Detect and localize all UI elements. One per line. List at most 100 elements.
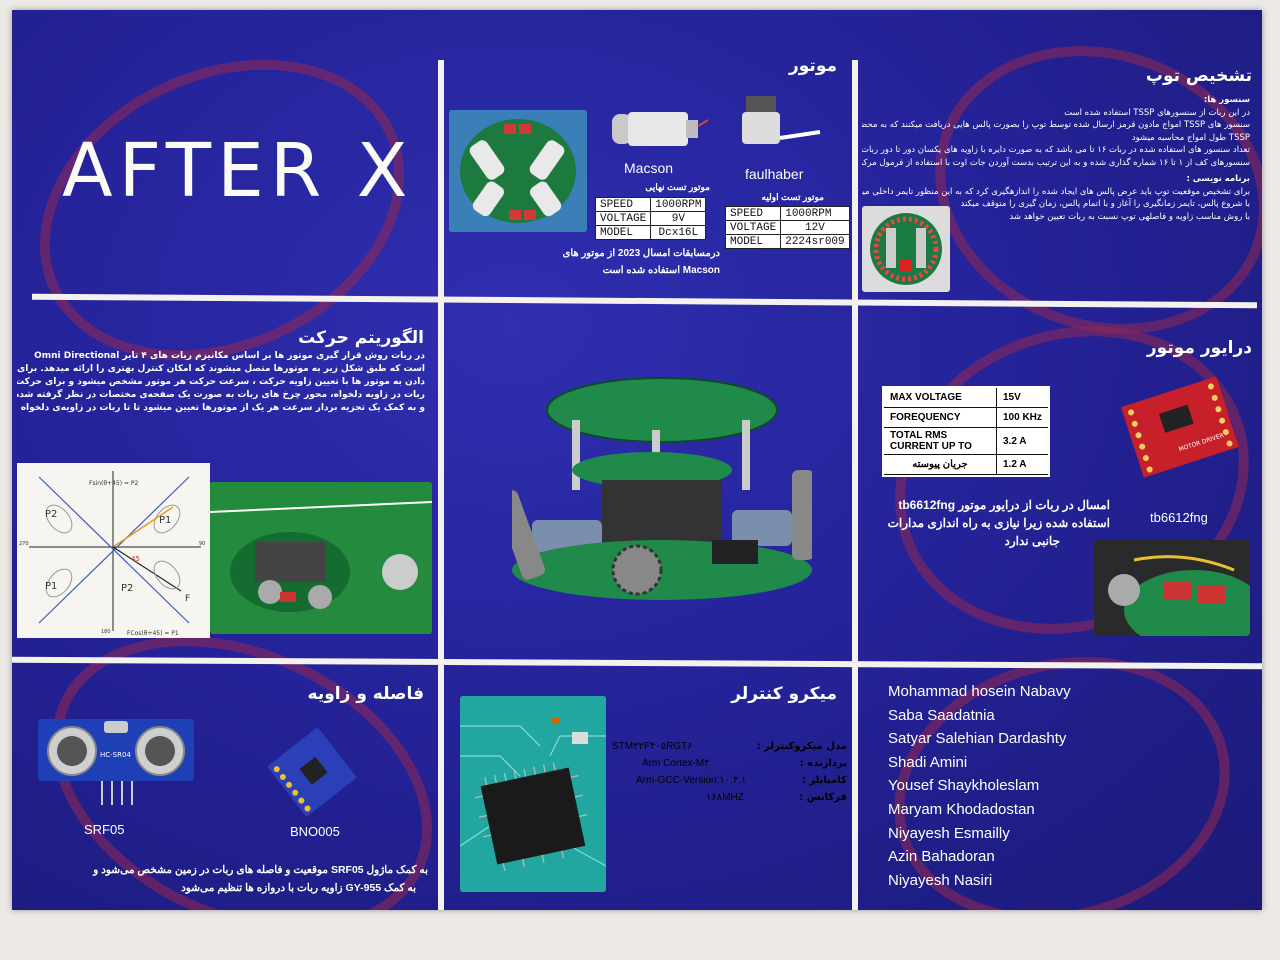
table-row: جریان پیوسته 1.2 A bbox=[884, 454, 1048, 475]
driver-spec-value: 3.2 A bbox=[996, 427, 1048, 455]
motor-board-photo bbox=[449, 110, 587, 232]
table-row: MODEL 2224sr009 bbox=[724, 234, 850, 249]
diagram-label-f: F bbox=[185, 594, 190, 604]
algorithm-body: در ربات روش قرار گیری موتور ها بر اساس م… bbox=[17, 350, 425, 415]
spec-key: SPEED bbox=[724, 206, 782, 221]
driver-desc-line3: جانبی ندارد bbox=[1004, 534, 1060, 548]
table-row: FOREQUENCY 100 KHz bbox=[884, 407, 1048, 428]
team-member: Azin Bahadoran bbox=[888, 848, 995, 866]
distance-desc-line2: به کمک GY-955 زاویه ربات با دروازه ها تن… bbox=[181, 882, 416, 894]
diagram-axis-right: 90 bbox=[199, 541, 205, 547]
table-row: VOLTAGE 9V bbox=[594, 211, 707, 226]
driver-spec-key: MAX VOLTAGE bbox=[884, 388, 997, 408]
srf05-sensor-icon: HC-SR04 bbox=[32, 715, 202, 815]
sensor-ring-photo bbox=[862, 206, 950, 292]
algorithm-line: و به کمک یک تجزیه بردار سرعت هر یک از مو… bbox=[17, 403, 425, 413]
ball-sub-sensors: سنسور ها: bbox=[1203, 95, 1250, 105]
driver-spec-table: MAX VOLTAGE 15V FOREQUENCY 100 KHz TOTAL R… bbox=[882, 386, 1050, 477]
faulhaber-label: faulhaber bbox=[745, 166, 804, 182]
bno005-sensor-icon bbox=[262, 722, 362, 822]
ball-detection-title: تشخیص توپ bbox=[1145, 66, 1252, 86]
team-member: Maryam Khodadostan bbox=[888, 800, 1035, 818]
spec-key: MODEL bbox=[724, 234, 782, 249]
bno005-label: BNO005 bbox=[290, 824, 340, 839]
diagram-label-p1-lower: P1 bbox=[45, 581, 57, 592]
driver-spec-value: 1.2 A bbox=[996, 454, 1048, 475]
spec-key: MODEL bbox=[594, 225, 652, 240]
algorithm-line: ربات در زاویه دلخواه، محور چرخ های ربات … bbox=[17, 390, 425, 400]
poster: AFTER X موتور Macson faulhaber موتور تست… bbox=[12, 10, 1262, 910]
motor-initial-label: موتور تست اولیه bbox=[761, 192, 824, 202]
driver-spec-value: 15V bbox=[996, 388, 1048, 408]
table-row: SPEED 1000RPM bbox=[594, 197, 707, 212]
srf05-print: HC-SR04 bbox=[100, 751, 131, 759]
micro-spec-key: فرکانس : bbox=[799, 792, 847, 803]
faulhaber-motor-icon bbox=[736, 88, 826, 158]
motor-final-label: موتور تست نهایی bbox=[645, 182, 710, 192]
diagram-angle: 45 bbox=[131, 555, 140, 563]
motor-note-line2: Macson استفاده شده است bbox=[602, 265, 720, 276]
micro-spec-row: STM۳۲F۴۰۵RGT۶ مدل میکروکنترلر : bbox=[612, 738, 847, 755]
driver-mounted-photo bbox=[1094, 540, 1250, 636]
ball-line: سنسورهای کف از ۱ تا ۱۶ شماره گذاری شده و… bbox=[862, 157, 1250, 168]
driver-desc-line1: امسال در ربات از درایور موتور tb6612fng bbox=[898, 498, 1110, 512]
team-member: Niyayesh Esmailly bbox=[888, 824, 1010, 842]
grid-vertical-left bbox=[438, 60, 444, 910]
driver-spec-key: جریان پیوسته bbox=[884, 454, 997, 475]
micro-spec-value: STM۳۲F۴۰۵RGT۶ bbox=[612, 741, 693, 752]
diagram-label-p1: P1 bbox=[159, 515, 171, 526]
team-member: Mohammad hosein Nabavy bbox=[888, 683, 1071, 700]
table-row: VOLTAGE 12V bbox=[724, 220, 850, 235]
spec-value: 9V bbox=[650, 211, 707, 226]
motor-title: موتور bbox=[788, 56, 837, 76]
robot-main-photo bbox=[495, 370, 814, 620]
table-row: SPEED 1000RPM bbox=[724, 206, 850, 221]
grid-horizontal-bottom bbox=[12, 656, 1262, 670]
diagram-label-p2-lower: P2 bbox=[121, 583, 133, 594]
diagram-axis-left: 270 bbox=[19, 541, 29, 547]
team-member: Niyayesh Nasiri bbox=[888, 871, 993, 889]
table-row: TOTAL RMS CURRENT UP TO 3.2 A bbox=[884, 427, 1048, 455]
algorithm-line: دادن به موتور ها با تعیین زاویه حرکت ، س… bbox=[17, 377, 425, 387]
micro-spec-key: پردازنده : bbox=[799, 758, 847, 769]
robot-on-field-photo bbox=[210, 482, 432, 634]
motor-final-table: SPEED 1000RPM VOLTAGE 9V MODEL Dcx16L bbox=[594, 197, 707, 240]
grid-vertical-right bbox=[852, 60, 858, 910]
table-row: MODEL Dcx16L bbox=[594, 225, 707, 240]
diagram-axis-bottom: 180 bbox=[101, 629, 111, 635]
microcontroller-photo bbox=[460, 696, 606, 892]
grid-horizontal-top bbox=[31, 293, 1258, 309]
algorithm-title: الگوریتم حرکت bbox=[298, 328, 424, 348]
spec-key: SPEED bbox=[594, 197, 652, 212]
spec-value: 1000RPM bbox=[780, 206, 850, 221]
diagram-formula-top: Fsin(θ+45) = P2 bbox=[89, 480, 139, 487]
micro-spec-row: Arm-GCC-Version:۱۰.۳.۱ کامپایلر : bbox=[612, 772, 847, 789]
ball-line: با روش مناسب زاویه و فاصلهی توپ نسبت به … bbox=[1009, 211, 1250, 222]
micro-spec-key: مدل میکروکنترلر : bbox=[756, 741, 847, 752]
driver-spec-value: 100 KHz bbox=[996, 407, 1048, 428]
team-list: Mohammad hosein Nabavy Saba Saadatnia Sa… bbox=[888, 680, 1071, 892]
micro-spec-row: Arm Cortex-M۴ پردازنده : bbox=[612, 755, 847, 772]
distance-desc-line1: به کمک ماژول SRF05 موقعیت و فاصله های رب… bbox=[93, 864, 428, 876]
micro-title: میکرو کنترلر bbox=[731, 684, 837, 704]
team-member: Yousef Shaykholeslam bbox=[888, 777, 1040, 795]
spec-key: VOLTAGE bbox=[594, 211, 652, 226]
vector-diagram: P2 P1 P1 P2 Fsin(θ+45) = P2 FCos(θ+45) =… bbox=[17, 463, 210, 638]
micro-spec-value: Arm Cortex-M۴ bbox=[642, 758, 710, 769]
driver-title: درایور موتور bbox=[1146, 338, 1252, 358]
spec-value: 2224sr009 bbox=[780, 234, 850, 249]
ball-sub-programming: برنامه نویسی : bbox=[1186, 174, 1250, 184]
team-member: Satyar Salehian Dardashty bbox=[888, 730, 1067, 748]
team-member: Saba Saadatnia bbox=[888, 706, 995, 724]
ball-line: سنسور های TSSP امواج مادون قرمز ارسال شد… bbox=[862, 120, 1250, 130]
macson-motor-icon bbox=[610, 106, 709, 146]
spec-value: 1000RPM bbox=[650, 197, 707, 212]
motor-board-drawing bbox=[449, 110, 587, 232]
driver-desc-line2: استفاده شده زیرا نیازی به راه اندازی مدا… bbox=[887, 516, 1110, 530]
driver-chip-label: tb6612fng bbox=[1150, 510, 1208, 525]
spec-value: Dcx16L bbox=[650, 225, 707, 240]
ball-line: برای تشخیص موقعیت توپ باید عرض پالس های … bbox=[862, 186, 1250, 197]
ball-line: TSSP طول امواج محاسبه میشود bbox=[1131, 132, 1250, 143]
driver-board-icon: MOTOR DRIVER bbox=[1110, 368, 1250, 486]
ball-detection-body: سنسور ها: در این ربات از سنسورهای TSSP ا… bbox=[862, 94, 1250, 223]
